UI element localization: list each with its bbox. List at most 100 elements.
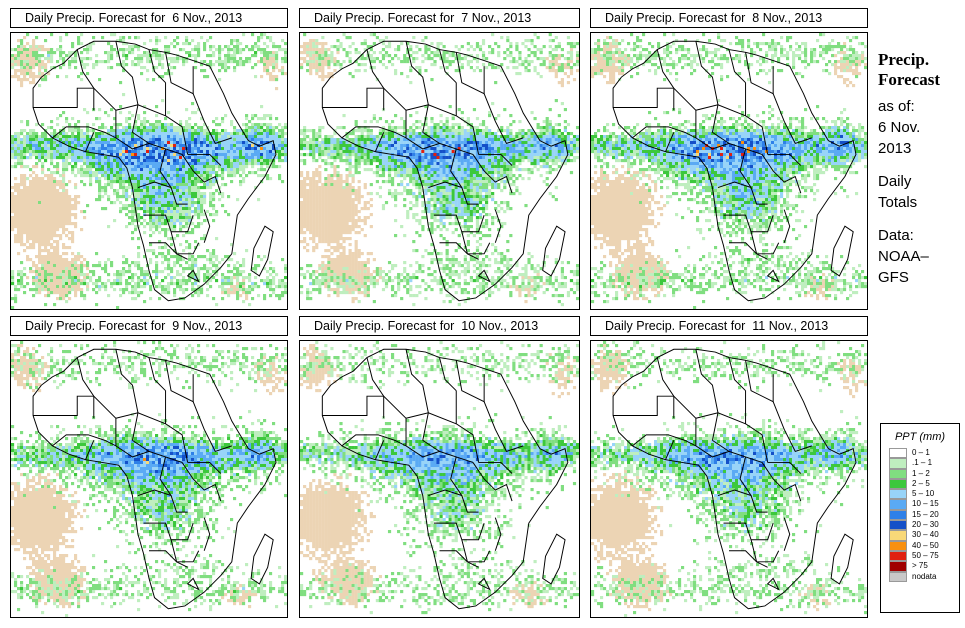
country-border bbox=[170, 231, 200, 255]
country-border bbox=[439, 242, 479, 260]
country-border bbox=[461, 539, 491, 563]
precip-field bbox=[11, 33, 287, 309]
forecast-panel: Daily Precip. Forecast for 8 Nov., 2013 bbox=[590, 8, 868, 310]
data-source-name2: GFS bbox=[878, 267, 963, 288]
country-border bbox=[149, 550, 188, 568]
africa-coastline bbox=[32, 348, 277, 610]
precip-field bbox=[300, 341, 579, 615]
country-border bbox=[85, 440, 95, 460]
country-border bbox=[455, 52, 485, 95]
country-border bbox=[766, 577, 780, 591]
country-border bbox=[717, 489, 768, 513]
precip-map bbox=[591, 33, 867, 309]
madagascar-outline bbox=[830, 533, 854, 585]
country-border bbox=[170, 539, 200, 563]
country-border bbox=[783, 517, 791, 551]
country-border bbox=[422, 439, 440, 452]
panel-title: Daily Precip. Forecast for 9 Nov., 2013 bbox=[10, 316, 288, 336]
country-border bbox=[695, 412, 746, 425]
forecast-panel: Daily Precip. Forecast for 10 Nov., 2013 bbox=[299, 316, 580, 618]
legend-item: nodata bbox=[881, 571, 959, 582]
country-border bbox=[739, 456, 752, 496]
legend-label: 30 – 40 bbox=[912, 530, 939, 540]
legend-label: 10 – 15 bbox=[912, 499, 939, 509]
country-border bbox=[341, 126, 407, 139]
legend-label: 15 – 20 bbox=[912, 510, 939, 520]
panel-title: Daily Precip. Forecast for 10 Nov., 2013 bbox=[299, 316, 580, 336]
legend-item: 10 – 15 bbox=[881, 499, 959, 510]
country-border bbox=[483, 401, 524, 452]
country-border bbox=[455, 82, 480, 155]
legend-swatch bbox=[889, 571, 907, 582]
country-border bbox=[165, 52, 194, 95]
country-border bbox=[433, 522, 485, 541]
country-border bbox=[461, 231, 491, 255]
data-source-label: Data: bbox=[878, 225, 963, 246]
sidebar-title-line2: Forecast bbox=[878, 70, 963, 90]
panel-title: Daily Precip. Forecast for 7 Nov., 2013 bbox=[299, 8, 580, 28]
precip-map bbox=[11, 341, 287, 617]
legend-label: > 75 bbox=[912, 561, 928, 571]
country-border bbox=[472, 154, 513, 194]
legend-item: 40 – 50 bbox=[881, 540, 959, 551]
legend-item: 50 – 75 bbox=[881, 550, 959, 562]
precip-field bbox=[300, 33, 579, 307]
panel-title: Daily Precip. Forecast for 11 Nov., 2013 bbox=[590, 316, 868, 336]
country-border bbox=[739, 148, 752, 188]
country-border bbox=[52, 434, 117, 447]
asof-year: 2013 bbox=[878, 138, 963, 159]
country-border bbox=[405, 349, 429, 441]
panel-title: Daily Precip. Forecast for 8 Nov., 2013 bbox=[590, 8, 868, 28]
precip-map bbox=[300, 33, 579, 307]
country-border bbox=[115, 41, 139, 133]
country-border bbox=[455, 390, 480, 463]
legend-item: 5 – 10 bbox=[881, 489, 959, 500]
madagascar-outline bbox=[250, 225, 274, 277]
country-borders bbox=[612, 348, 857, 610]
country-border bbox=[450, 148, 463, 188]
country-border bbox=[115, 349, 139, 441]
africa-coastline bbox=[612, 348, 857, 610]
country-border bbox=[656, 49, 697, 138]
legend-swatch bbox=[889, 550, 907, 562]
country-border bbox=[613, 395, 674, 417]
country-border bbox=[33, 395, 94, 417]
country-border bbox=[132, 131, 150, 144]
country-border bbox=[772, 93, 812, 144]
madagascar-outline bbox=[250, 533, 274, 585]
sidebar-title-line1: Precip. bbox=[878, 50, 963, 70]
country-border bbox=[405, 412, 457, 425]
forecast-panel: Daily Precip. Forecast for 6 Nov., 2013 bbox=[10, 8, 288, 310]
country-borders bbox=[321, 40, 569, 302]
legend-item: 2 – 5 bbox=[881, 478, 959, 490]
map-frame bbox=[10, 340, 288, 618]
country-border bbox=[632, 434, 697, 447]
africa-coastline bbox=[612, 40, 857, 302]
map-frame bbox=[590, 32, 868, 310]
country-border bbox=[322, 395, 384, 417]
legend-item: 0 – 1 bbox=[881, 448, 959, 459]
country-border bbox=[728, 357, 746, 392]
country-border bbox=[483, 93, 524, 144]
country-border bbox=[187, 461, 222, 474]
legend-swatch bbox=[889, 509, 907, 521]
legend-label: 5 – 10 bbox=[912, 489, 934, 499]
legend-label: 20 – 30 bbox=[912, 520, 939, 530]
legend-swatch bbox=[889, 478, 907, 490]
country-border bbox=[450, 456, 463, 496]
country-border bbox=[477, 577, 491, 591]
country-border bbox=[665, 132, 675, 152]
country-border bbox=[76, 49, 117, 138]
legend-item: 20 – 30 bbox=[881, 520, 959, 531]
country-border bbox=[717, 181, 768, 205]
country-border bbox=[472, 462, 513, 502]
country-border bbox=[85, 132, 95, 152]
country-borders bbox=[321, 348, 569, 610]
country-border bbox=[341, 434, 407, 447]
legend-label: .1 – 1 bbox=[912, 458, 932, 468]
legend-item: .1 – 1 bbox=[881, 458, 959, 469]
legend-label: 1 – 2 bbox=[912, 469, 930, 479]
country-border bbox=[723, 522, 774, 541]
map-frame bbox=[10, 32, 288, 310]
totals-line1: Daily bbox=[878, 171, 963, 192]
